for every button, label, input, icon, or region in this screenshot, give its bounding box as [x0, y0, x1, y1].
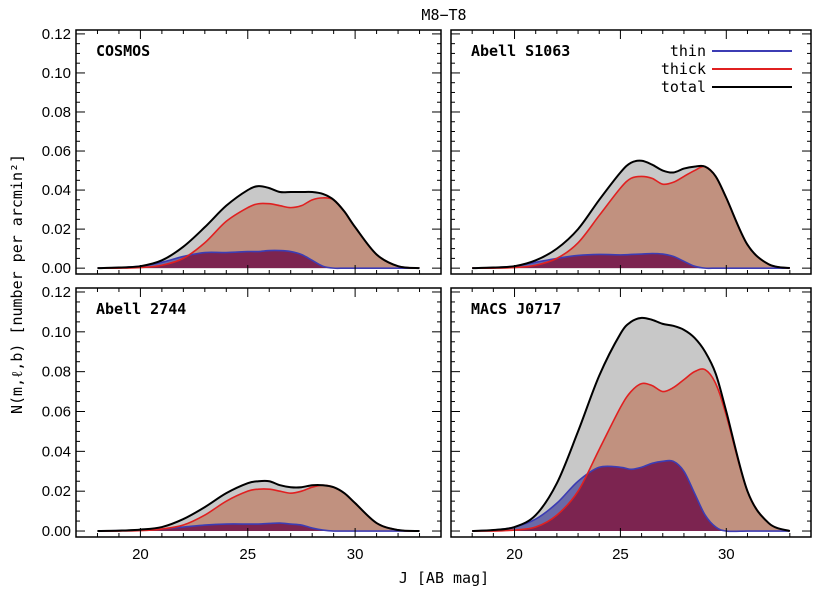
x-tick-label: 30: [347, 546, 364, 563]
total-line: [472, 159, 791, 270]
thin-line: [472, 252, 790, 270]
legend-label-total: total: [661, 78, 706, 96]
x-axis-label: J [AB mag]: [399, 569, 489, 587]
figure-title: M8−T8: [421, 6, 466, 24]
y-tick-label: 0.10: [42, 65, 71, 82]
total-line: [97, 185, 420, 270]
thick-line: [472, 368, 791, 532]
plot-area: [97, 185, 420, 270]
panel-frame: [450, 29, 812, 275]
thick-area: [472, 368, 790, 532]
thin-line: [97, 249, 420, 270]
legend-label-thick: thick: [661, 60, 706, 78]
panel-label: MACS J0717: [471, 300, 561, 318]
total-line: [97, 479, 420, 533]
panel-abell-2744: 20 25 30 0.00 0.02 0.04 0.06 0.08 0.10 0.12 Abell …: [42, 284, 442, 563]
x-tick-label: 20: [506, 546, 523, 563]
y-tick-label: 0.04: [42, 182, 71, 199]
plot-area: [472, 316, 791, 533]
thick-area: [97, 197, 420, 269]
x-tick-label: 20: [132, 546, 149, 563]
y-tick-label: 0.12: [42, 26, 71, 43]
y-tick-label: 0.04: [42, 443, 71, 460]
y-tick-label: 0.00: [42, 523, 71, 540]
plot-area: [97, 479, 420, 533]
y-axis-label: N(m,ℓ,b) [number per arcmin²]: [8, 154, 26, 414]
total-line: [472, 316, 791, 533]
thin-thick-overlap: [97, 523, 420, 532]
panel-frame: [75, 29, 442, 275]
y-tick-label: 0.12: [42, 284, 71, 301]
panel-label: Abell 2744: [96, 300, 186, 318]
y-tick-label: 0.08: [42, 104, 71, 121]
legend: thin thick total: [661, 42, 792, 96]
x-tick-label: 25: [239, 546, 256, 563]
panel-label: Abell S1063: [471, 42, 570, 60]
thin-line: [472, 459, 790, 533]
panel-label: COSMOS: [96, 42, 150, 60]
y-tick-label: 0.10: [42, 324, 71, 341]
y-tick-label: 0.02: [42, 221, 71, 238]
thin-thick-overlap: [97, 250, 420, 269]
y-tick-label: 0.02: [42, 483, 71, 500]
x-tick-label: 25: [612, 546, 629, 563]
y-tick-label: 0.06: [42, 404, 71, 421]
panel-abell-s1063: Abell S1063: [450, 29, 812, 275]
y-tick-label: 0.06: [42, 143, 71, 160]
legend-label-thin: thin: [670, 42, 706, 60]
x-tick-label: 30: [718, 546, 735, 563]
thin-thick-overlap: [472, 253, 790, 269]
y-tick-label: 0.08: [42, 364, 71, 381]
panel-macs-j0717: 20 25 30 MACS J0717: [450, 287, 812, 563]
plot-area: [472, 159, 791, 270]
panel-frame: [450, 287, 812, 538]
thick-area: [97, 485, 420, 532]
thick-area: [472, 166, 790, 269]
y-tick-label: 0.00: [42, 260, 71, 277]
panel-frame: [75, 287, 442, 538]
panel-cosmos: 0.00 0.02 0.04 0.06 0.08 0.10 0.12 COSMOS: [42, 26, 442, 277]
